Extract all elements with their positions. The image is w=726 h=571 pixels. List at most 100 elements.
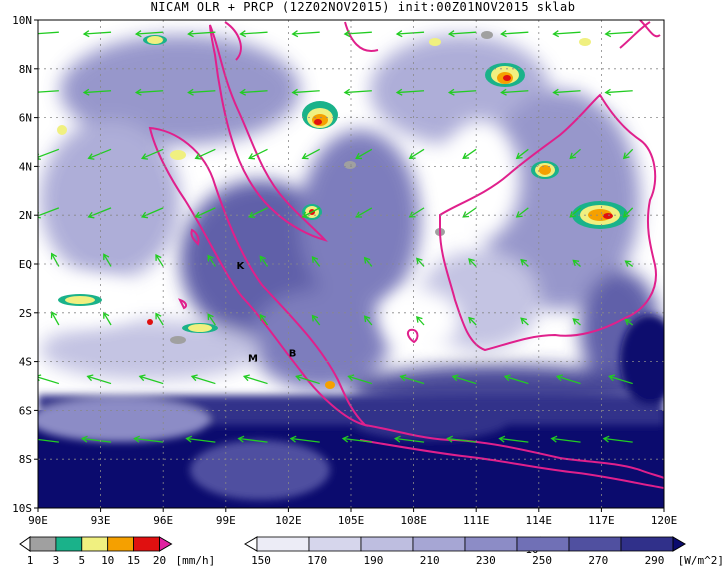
wind-vector: [501, 90, 529, 94]
wind-vector: [83, 31, 112, 35]
wind-vector-head: [462, 152, 470, 160]
wind-vector-head: [569, 152, 577, 160]
olr-colorbar-label: 150: [251, 554, 271, 567]
wind-vector: [625, 260, 634, 267]
wind-vector: [395, 437, 425, 443]
wind-vector-head: [355, 152, 363, 160]
wind-vector: [207, 255, 216, 267]
wind-vector-head: [50, 311, 58, 319]
wind-vector-head: [155, 253, 162, 261]
lat-label: 8S: [19, 453, 32, 466]
wind-vector: [449, 90, 477, 94]
wind-vector-head: [155, 312, 162, 320]
wind-vector-head: [468, 316, 475, 324]
wind-vector: [136, 31, 164, 35]
wind-vector-head: [624, 318, 632, 326]
wind-vector: [155, 313, 164, 326]
wind-vector: [396, 31, 425, 35]
station-marker-b: B: [289, 349, 297, 360]
olr-colorbar: 150 170 190 210 230 250 270 290 [W/m^2]: [244, 536, 724, 567]
lon-label: 105E: [338, 514, 365, 527]
wind-vector-head: [555, 374, 563, 382]
coastline: [148, 20, 664, 489]
wind-vector-head: [134, 30, 142, 38]
wind-vector-head: [363, 315, 371, 323]
wind-vector: [344, 31, 372, 35]
olr-colorbar-swatch: [568, 536, 622, 552]
wind-vector-head: [140, 211, 149, 219]
wind-vector: [447, 437, 477, 443]
wind-vector-head: [447, 88, 455, 96]
wind-vector-head: [103, 253, 110, 261]
wind-vector-head: [520, 317, 528, 325]
wind-vector: [103, 312, 112, 326]
wind-vector: [623, 148, 634, 159]
wind-vector: [342, 437, 372, 443]
wind-vector-head: [520, 258, 528, 266]
wind-vector: [553, 90, 581, 94]
olr-colorbar-swatch: [412, 536, 466, 552]
wind-vector: [520, 259, 529, 267]
wind-vector: [83, 90, 112, 94]
wind-vector: [516, 148, 529, 159]
olr-colorbar-swatch: [308, 536, 362, 552]
lon-label: 120E: [651, 514, 678, 527]
lon-label: 102E: [275, 514, 302, 527]
wind-vector-head: [291, 30, 299, 38]
wind-vector-head: [187, 88, 194, 96]
olr-colorbar-swatch: [256, 536, 310, 552]
wind-vector: [462, 148, 477, 159]
wind-vector: [416, 257, 425, 267]
wind-vector-head: [608, 374, 616, 382]
precip-colorbar-swatch: [107, 536, 134, 552]
wind-vector: [248, 148, 268, 159]
wind-vector-head: [395, 30, 403, 38]
wind-vector: [38, 438, 59, 443]
wind-vector: [302, 207, 321, 218]
wind-vector-head: [552, 88, 560, 96]
wind-vector: [240, 90, 268, 94]
wind-vector-head: [355, 211, 363, 218]
wind-vector-head: [207, 254, 214, 262]
lon-label: 117E: [588, 514, 615, 527]
wind-vector: [556, 375, 581, 385]
wind-vector-head: [602, 435, 610, 443]
precip-colorbar-swatch: [81, 536, 109, 552]
precipitation-cells: [57, 31, 628, 389]
lon-label: 99E: [216, 514, 236, 527]
wind-vector: [188, 31, 216, 35]
wind-vector-head: [86, 374, 94, 382]
wind-vector: [195, 207, 216, 218]
wind-vector-head: [550, 435, 558, 443]
latitude-labels: 10N 8N 6N 4N 2N EQ 2S 4S 6S 8S 10S: [12, 14, 32, 515]
lat-label: 4N: [19, 160, 32, 173]
wind-vector: [38, 90, 59, 93]
wind-vector: [551, 437, 581, 443]
wind-vector-head: [395, 88, 403, 96]
wind-vector: [141, 148, 164, 159]
wind-vector-head: [185, 435, 193, 443]
wind-vector-head: [50, 252, 58, 260]
wind-vector-head: [194, 153, 202, 160]
wind-vector-head: [239, 30, 247, 38]
wind-vector: [409, 148, 425, 159]
wind-vector-head: [291, 88, 299, 96]
wind-vector-head: [289, 435, 297, 443]
wind-vector-head: [301, 152, 309, 160]
wind-vector-head: [87, 211, 95, 219]
wind-vector: [400, 375, 425, 385]
wind-vector: [520, 317, 529, 326]
wind-vector: [603, 437, 633, 443]
lat-label: 6N: [19, 112, 32, 125]
lon-label: 93E: [91, 514, 111, 527]
wind-vector-head: [515, 152, 523, 160]
wind-vector-head: [451, 374, 459, 382]
wind-vector-head: [187, 30, 194, 38]
wind-vector-head: [447, 30, 455, 38]
wind-vector-head: [248, 153, 256, 160]
olr-colorbar-label: 210: [420, 554, 440, 567]
wind-vector-head: [295, 374, 303, 382]
lon-label: 111E: [463, 514, 490, 527]
wind-vector: [409, 207, 425, 218]
olr-colorbar-label: 170: [307, 554, 327, 567]
